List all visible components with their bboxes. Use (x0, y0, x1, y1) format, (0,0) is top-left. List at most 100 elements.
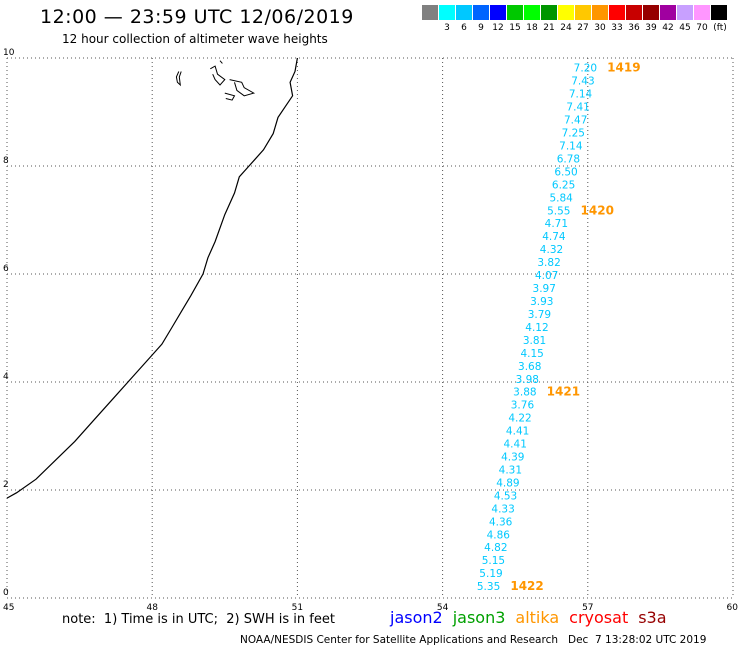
scale-unit: (ft) (713, 23, 727, 33)
scale-label: 45 (679, 23, 691, 33)
grid-lines (6, 57, 734, 599)
time-label: 1419 (607, 61, 640, 75)
wave-height-label: 4.74 (542, 231, 566, 243)
wave-height-label: 4.39 (501, 452, 524, 464)
scale-swatch (422, 5, 438, 20)
wave-height-label: 5.15 (482, 555, 505, 567)
wave-height-label: 4.33 (491, 503, 514, 515)
scale-label: 9 (478, 23, 484, 33)
scale-label: 33 (611, 23, 623, 33)
page-subtitle: 12 hour collection of altimeter wave hei… (62, 32, 328, 46)
wave-height-label: 4.22 (508, 413, 531, 425)
coastline (6, 57, 298, 499)
wave-height-label: 3.81 (523, 335, 546, 347)
wave-height-label: 5.84 (549, 192, 573, 204)
scale-swatch (694, 5, 710, 20)
wave-height-label: 6.25 (552, 179, 575, 191)
island-outline (210, 65, 226, 86)
wave-height-label: 4.15 (520, 348, 543, 360)
wave-height-label: 4.36 (489, 516, 513, 528)
scale-swatch (626, 5, 642, 20)
scale-label: 15 (509, 23, 521, 33)
satellite-legend: jason2 jason3 altika cryosat s3a (390, 608, 677, 627)
wave-height-label: 3.98 (516, 374, 539, 386)
y-tick-label: 0 (3, 588, 9, 598)
wave-height-label: 4.53 (494, 490, 517, 502)
wave-height-label: 7.47 (564, 115, 587, 127)
scale-swatch (592, 5, 608, 20)
time-label: 1420 (581, 203, 614, 217)
wave-height-label: 7.14 (559, 140, 583, 152)
scale-swatch (490, 5, 506, 20)
scale-label: 6 (461, 23, 467, 33)
scale-label: 27 (577, 23, 589, 33)
scale-swatch (507, 5, 523, 20)
scale-swatch (677, 5, 693, 20)
scale-label: 3 (444, 23, 450, 33)
scale-label: 12 (492, 23, 504, 33)
wave-height-label: 4.82 (484, 542, 507, 554)
x-tick-label: 57 (582, 603, 593, 610)
legend-jason2: jason2 (390, 608, 443, 627)
scale-label: 24 (560, 23, 572, 33)
legend-s3a: s3a (638, 608, 667, 627)
wave-height-label: 7.43 (571, 76, 594, 88)
wave-height-label: 7.14 (569, 89, 593, 101)
x-tick-label: 45 (3, 603, 14, 610)
island-outline (224, 92, 236, 101)
scale-swatch (575, 5, 591, 20)
wave-height-label: 6.78 (557, 153, 580, 165)
page-title: 12:00 — 23:59 UTC 12/06/2019 (40, 6, 354, 28)
wave-height-label: 3.93 (530, 296, 553, 308)
y-tick-label: 8 (3, 156, 9, 166)
scale-swatch (524, 5, 540, 20)
wave-height-label: 3.68 (518, 361, 541, 373)
wave-height-label: 4.32 (540, 244, 563, 256)
y-tick-label: 10 (3, 48, 15, 58)
wave-height-label: 4.41 (506, 426, 529, 438)
scale-label: 36 (628, 23, 640, 33)
scale-swatch (558, 5, 574, 20)
legend-altika: altika (515, 608, 560, 627)
scale-swatch (711, 5, 727, 20)
scale-label: 18 (526, 23, 538, 33)
island-outline (219, 60, 223, 64)
wave-height-label: 7.41 (566, 102, 589, 114)
scale-label: 70 (696, 23, 708, 33)
wave-height-map: 7.207.437.147.417.477.257.146.786.506.25… (3, 48, 738, 610)
wave-height-label: 4.31 (499, 464, 522, 476)
wave-height-label: 4.41 (504, 439, 527, 451)
wave-height-label: 3.88 (513, 387, 536, 399)
axis-ticks: 45 48 51 54 57 60 0 2 4 6 8 10 (3, 48, 738, 610)
wave-height-label: 3.82 (537, 257, 560, 269)
scale-label: 21 (543, 23, 555, 33)
island-outline (229, 79, 256, 97)
wave-height-label: 4.07 (535, 270, 558, 282)
y-tick-label: 6 (3, 264, 9, 274)
wave-height-label: 5.35 (477, 581, 500, 593)
x-tick-label: 48 (146, 603, 158, 610)
scale-label: 42 (662, 23, 674, 33)
x-tick-label: 51 (292, 603, 303, 610)
scale-swatch (473, 5, 489, 20)
scale-label: 30 (594, 23, 606, 33)
time-label: 1421 (547, 385, 580, 399)
wave-height-label: 3.97 (533, 283, 556, 295)
footer-credit: NOAA/NESDIS Center for Satellite Applica… (240, 634, 707, 646)
island-outline (175, 71, 182, 87)
legend-cryosat: cryosat (569, 608, 629, 627)
scale-swatch (439, 5, 455, 20)
wave-height-label: 4.12 (525, 322, 548, 334)
coastline-layer (6, 57, 298, 499)
scale-swatch (660, 5, 676, 20)
wave-height-label: 7.20 (574, 63, 597, 75)
scale-swatch (643, 5, 659, 20)
wave-height-points: 7.207.437.147.417.477.257.146.786.506.25… (477, 63, 597, 593)
time-label: 1422 (510, 579, 543, 593)
time-labels: 1419 1420 1421 1422 (510, 61, 640, 593)
legend-jason3: jason3 (452, 608, 506, 627)
wave-height-label: 3.79 (528, 309, 551, 321)
scale-swatch (456, 5, 472, 20)
wave-height-label: 6.50 (554, 166, 577, 178)
wave-height-label: 7.25 (562, 128, 585, 140)
